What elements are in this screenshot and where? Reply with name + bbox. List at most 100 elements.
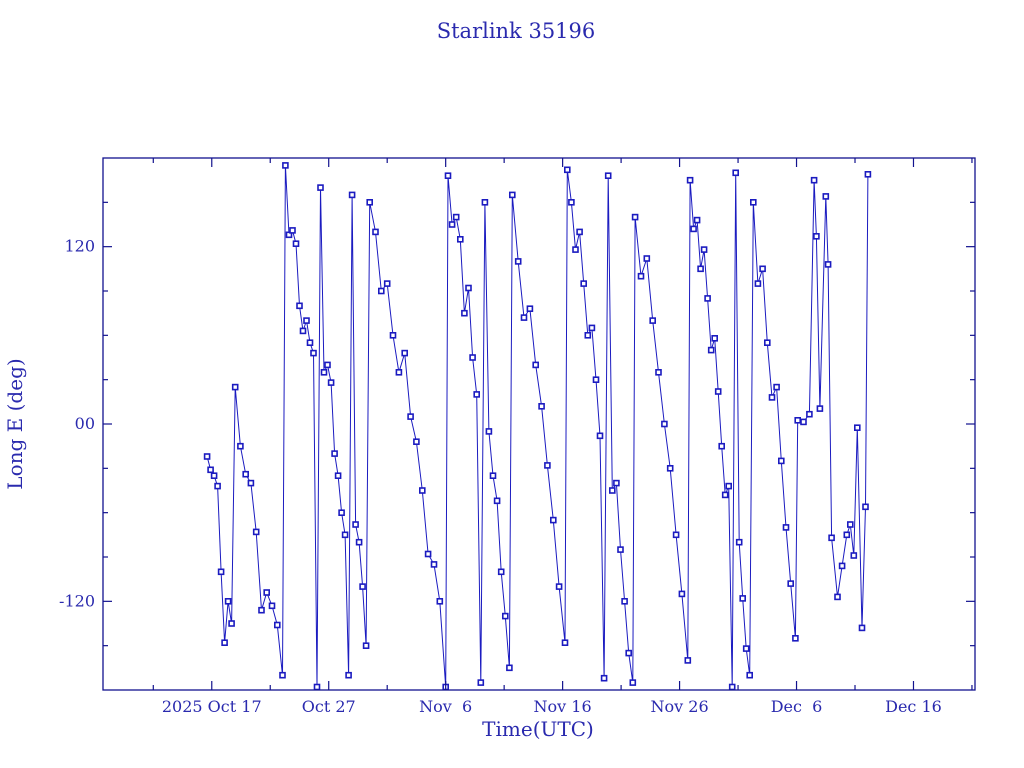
- x-axis-label: Time(UTC): [482, 717, 594, 741]
- data-point-marker: [334, 472, 342, 480]
- data-point-marker: [520, 314, 528, 321]
- data-point-marker: [481, 199, 489, 206]
- data-point-marker: [485, 428, 493, 435]
- data-point-marker: [749, 199, 757, 206]
- data-point-marker: [843, 531, 851, 539]
- data-point-marker: [345, 671, 352, 679]
- data-point-marker: [714, 388, 722, 395]
- data-point-marker: [279, 671, 286, 679]
- data-point-marker: [532, 361, 540, 369]
- data-point-marker: [728, 683, 736, 690]
- data-point-marker: [643, 255, 651, 262]
- data-point-marker: [538, 402, 545, 410]
- data-point-marker: [436, 597, 444, 605]
- data-point-marker: [816, 405, 824, 412]
- x-tick-label: Dec 6: [771, 697, 823, 716]
- data-point-marker: [493, 497, 501, 505]
- data-point-marker: [383, 280, 391, 287]
- data-point-marker: [718, 442, 726, 450]
- tick-labels: 2025 Oct 17 Oct 27 Nov 6 Nov 16 Nov 26 Dec 6 D…: [59, 237, 942, 716]
- data-point-marker: [822, 193, 830, 200]
- data-point-marker: [721, 491, 729, 499]
- data-point-marker: [273, 621, 281, 629]
- data-point-marker: [320, 368, 328, 376]
- axis-box: [102, 157, 976, 691]
- data-point-marker: [661, 420, 668, 428]
- data-point-marker: [631, 213, 639, 221]
- data-point-marker: [678, 590, 686, 598]
- data-point-marker: [742, 645, 750, 652]
- data-point-marker: [289, 227, 296, 234]
- data-point-marker: [395, 368, 403, 376]
- data-point-marker: [252, 528, 260, 536]
- data-point-marker: [331, 450, 338, 457]
- x-tick-label: Nov 26: [651, 697, 709, 716]
- data-point-marker: [782, 524, 790, 531]
- y-tick-label: 120: [64, 237, 95, 256]
- data-point-marker: [621, 597, 628, 605]
- x-tick-label: Dec 16: [885, 697, 942, 716]
- data-point-marker: [224, 597, 232, 605]
- x-tick-label: Oct 27: [302, 697, 356, 716]
- data-point-marker: [806, 410, 813, 418]
- data-point-marker: [473, 391, 481, 398]
- data-point-marker: [306, 339, 314, 347]
- data-point-marker: [544, 462, 551, 469]
- data-point-marker: [214, 482, 221, 490]
- y-tick-label: -120: [59, 591, 95, 610]
- data-point-marker: [296, 302, 303, 310]
- data-point-marker: [389, 331, 397, 339]
- data-point-marker: [864, 171, 872, 178]
- chart-title: Starlink 35196: [437, 19, 596, 43]
- data-point-marker: [576, 228, 583, 236]
- data-point-marker: [207, 466, 214, 474]
- data-point-marker: [489, 472, 497, 480]
- data-point-marker: [777, 457, 785, 465]
- data-point-marker: [549, 516, 557, 524]
- data-point-marker: [707, 346, 715, 354]
- data-point-marker: [588, 324, 596, 332]
- data-point-marker: [596, 432, 604, 440]
- data-point-marker: [613, 479, 620, 487]
- data-point-marker: [217, 568, 225, 576]
- data-point-marker: [604, 172, 612, 179]
- y-tick-label: 00: [75, 414, 95, 433]
- axes: [102, 157, 976, 691]
- data-point-marker: [686, 176, 694, 184]
- data-point-marker: [477, 679, 485, 686]
- data-point-marker: [862, 503, 869, 511]
- data-point-marker: [763, 339, 771, 347]
- data-point-marker: [697, 265, 704, 273]
- data-point-marker: [327, 379, 335, 386]
- data-point-marker: [732, 169, 740, 177]
- data-point-marker: [700, 246, 708, 253]
- data-point-marker: [858, 624, 866, 632]
- data-point-marker: [268, 602, 276, 610]
- data-point-marker: [572, 246, 579, 253]
- data-point-marker: [317, 184, 324, 191]
- data-point-marker: [846, 521, 854, 528]
- data-point-marker: [561, 639, 569, 647]
- data-point-marker: [828, 534, 835, 542]
- data-point-marker: [203, 453, 211, 460]
- y-axis-label: Long E (deg): [3, 358, 27, 489]
- data-point-marker: [348, 191, 356, 199]
- data-point-marker: [362, 642, 370, 650]
- data-point-marker: [608, 487, 616, 494]
- data-point-marker: [310, 349, 317, 357]
- data-point-marker: [704, 295, 711, 302]
- data-point-marker: [834, 593, 841, 601]
- data-point-marker: [465, 284, 472, 292]
- data-point-marker: [444, 172, 452, 179]
- data-point-marker: [672, 531, 680, 539]
- data-point-marker: [813, 233, 820, 240]
- data-point-marker: [456, 236, 464, 243]
- data-point-marker: [568, 199, 575, 206]
- data-point-marker: [787, 580, 795, 587]
- data-point-marker: [228, 620, 235, 627]
- data-point-marker: [508, 191, 516, 199]
- data-point-marker: [401, 349, 409, 357]
- data-point-marker: [210, 472, 218, 480]
- data-point-marker: [352, 521, 359, 528]
- data-point-marker: [448, 221, 456, 228]
